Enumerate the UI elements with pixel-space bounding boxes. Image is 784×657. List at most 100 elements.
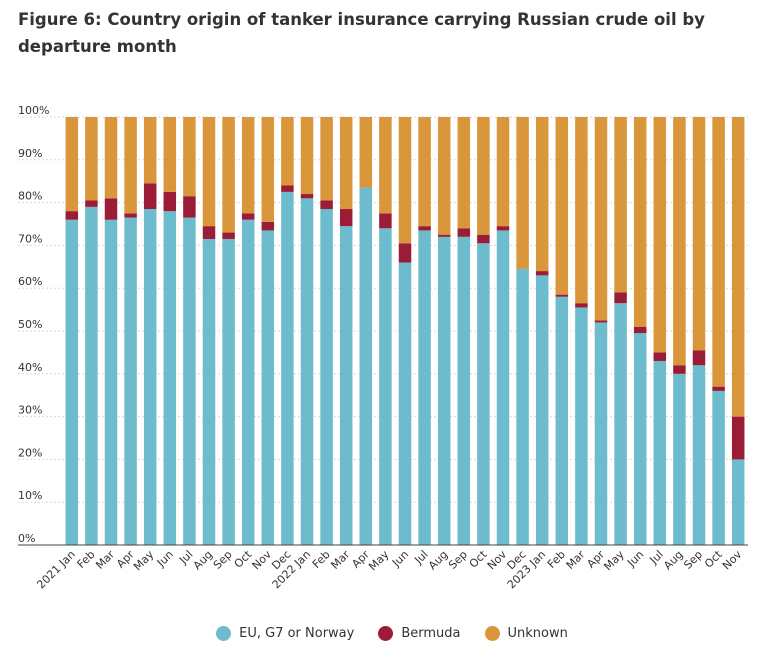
bar-unknown — [222, 117, 235, 233]
bar-unknown — [516, 117, 529, 269]
bar-unknown — [555, 117, 569, 295]
bar-bermuda — [241, 213, 255, 220]
bar-bermuda — [163, 191, 177, 212]
y-axis-ticks: 0% 10% 20% 30% 40% 50% 60% 70% 80% 90% 100% — [18, 104, 49, 545]
bar-unknown — [575, 117, 588, 304]
bar-bermuda — [692, 350, 706, 366]
bar-eu-g7-or-norway — [65, 219, 79, 545]
x-tick-label: Sep — [446, 548, 470, 572]
x-tick-label: May — [131, 548, 157, 574]
legend-item: Bermuda — [378, 626, 461, 641]
bar-bermuda — [300, 194, 314, 199]
legend-label: Unknown — [507, 626, 568, 641]
bar-eu-g7-or-norway — [124, 217, 137, 545]
x-tick-label: May — [366, 548, 392, 574]
bar-eu-g7-or-norway — [398, 262, 412, 545]
bar-bermuda — [594, 320, 608, 323]
bar-bermuda — [575, 303, 588, 308]
y-tick-label: 30% — [18, 404, 42, 417]
bar-eu-g7-or-norway — [496, 230, 510, 546]
bar-bermuda — [183, 196, 196, 218]
bar-bermuda — [65, 211, 79, 220]
bar-eu-g7-or-norway — [614, 303, 627, 545]
chart-title: Figure 6: Country origin of tanker insur… — [18, 10, 705, 56]
bar-bermuda — [555, 294, 569, 297]
bar-unknown — [692, 117, 706, 351]
legend-item: Unknown — [484, 626, 568, 641]
y-tick-label: 100% — [18, 104, 49, 117]
x-tick-label: Feb — [75, 548, 98, 571]
bar-eu-g7-or-norway — [418, 230, 431, 546]
bar-bermuda — [653, 352, 667, 361]
x-tick-label: Oct — [232, 547, 255, 570]
bar-bermuda — [398, 243, 412, 263]
bar-eu-g7-or-norway — [653, 360, 667, 545]
legend: EU, G7 or Norway Bermuda Unknown — [0, 626, 784, 641]
bar-eu-g7-or-norway — [241, 219, 255, 545]
bar-unknown — [320, 117, 333, 201]
x-tick-label: Aug — [661, 548, 685, 572]
legend-label: EU, G7 or Norway — [239, 626, 355, 641]
bar-unknown — [614, 117, 627, 293]
bar-unknown — [496, 117, 510, 227]
y-tick-label: 70% — [18, 232, 42, 245]
bar-eu-g7-or-norway — [104, 219, 118, 545]
bar-eu-g7-or-norway — [222, 238, 235, 546]
bar-bermuda — [124, 213, 137, 218]
x-tick-label: Sep — [211, 548, 235, 572]
bar-bermuda — [633, 326, 647, 334]
bar-eu-g7-or-norway — [477, 243, 490, 545]
bar-eu-g7-or-norway — [163, 211, 177, 545]
x-tick-label: May — [601, 548, 627, 574]
x-tick-label: Nov — [485, 548, 510, 573]
x-tick-label: Mar — [328, 548, 352, 572]
bar-eu-g7-or-norway — [261, 230, 275, 546]
bar-unknown — [418, 117, 431, 227]
bar-eu-g7-or-norway — [692, 365, 706, 545]
x-tick-label: Feb — [310, 548, 333, 571]
bar-unknown — [339, 117, 353, 210]
bar-bermuda — [477, 234, 490, 244]
x-tick-label: Jun — [624, 548, 646, 570]
bar-unknown — [124, 117, 137, 214]
bar-unknown — [241, 117, 255, 214]
x-tick-label: Aug — [426, 548, 450, 572]
y-tick-label: 40% — [18, 361, 42, 374]
y-tick-label: 60% — [18, 275, 42, 288]
bar-unknown — [457, 117, 471, 229]
bar-unknown — [65, 117, 79, 212]
legend-swatch — [216, 626, 232, 641]
bar-unknown — [202, 117, 216, 227]
bar-unknown — [300, 117, 314, 195]
bar-bermuda — [202, 226, 216, 239]
y-tick-label: 50% — [18, 318, 42, 331]
bar-eu-g7-or-norway — [575, 307, 588, 545]
bar-bermuda — [673, 365, 686, 374]
bar-eu-g7-or-norway — [437, 236, 451, 545]
bar-bermuda — [222, 232, 235, 239]
bar-unknown — [437, 117, 451, 235]
bar-unknown — [477, 117, 490, 235]
y-tick-label: 80% — [18, 190, 42, 203]
x-tick-label: Mar — [564, 548, 588, 572]
bar-eu-g7-or-norway — [457, 236, 471, 545]
bar-bermuda — [731, 416, 745, 460]
bar-bermuda — [614, 292, 627, 304]
x-tick-label: Sep — [681, 548, 705, 572]
x-tick-label: Oct — [702, 547, 725, 570]
bar-unknown — [594, 117, 608, 321]
x-tick-label: Aug — [191, 548, 215, 572]
legend-label: Bermuda — [401, 626, 461, 641]
bar-bermuda — [104, 198, 118, 220]
bar-bermuda — [457, 228, 471, 237]
y-tick-label: 0% — [18, 532, 35, 545]
bar-unknown — [712, 117, 725, 387]
bar-unknown — [379, 117, 392, 214]
bar-unknown — [359, 117, 373, 188]
x-tick-label: Feb — [545, 548, 568, 571]
y-tick-label: 90% — [18, 147, 42, 160]
x-tick-label: Jun — [389, 548, 411, 570]
bar-unknown — [633, 117, 647, 327]
bar-bermuda — [143, 183, 157, 210]
